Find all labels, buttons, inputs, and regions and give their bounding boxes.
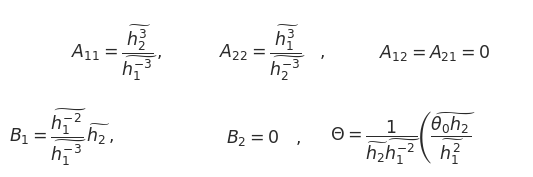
Text: $B_1 = \dfrac{\widetilde{h_1^{-2}}}{\widetilde{h_1^{-3}}}\,\widetilde{h_2}\,,$: $B_1 = \dfrac{\widetilde{h_1^{-2}}}{\wid… [9,108,114,168]
Text: $A_{12} = A_{21} = 0$: $A_{12} = A_{21} = 0$ [379,43,490,63]
Text: $B_2 = 0\quad,$: $B_2 = 0\quad,$ [226,128,302,148]
Text: $A_{22} = \dfrac{\widetilde{h_1^{3}}}{\widetilde{h_2^{-3}}}\quad,$: $A_{22} = \dfrac{\widetilde{h_1^{3}}}{\w… [219,23,325,83]
Text: $\Theta = \dfrac{1}{\widetilde{h_2}\widetilde{h_1^{-2}}} \left( \dfrac{\widetild: $\Theta = \dfrac{1}{\widetilde{h_2}\wide… [329,109,475,167]
Text: $A_{11} = \dfrac{\widetilde{h_2^{3}}}{\widetilde{h_1^{-3}}}\,,$: $A_{11} = \dfrac{\widetilde{h_2^{3}}}{\w… [71,23,163,83]
